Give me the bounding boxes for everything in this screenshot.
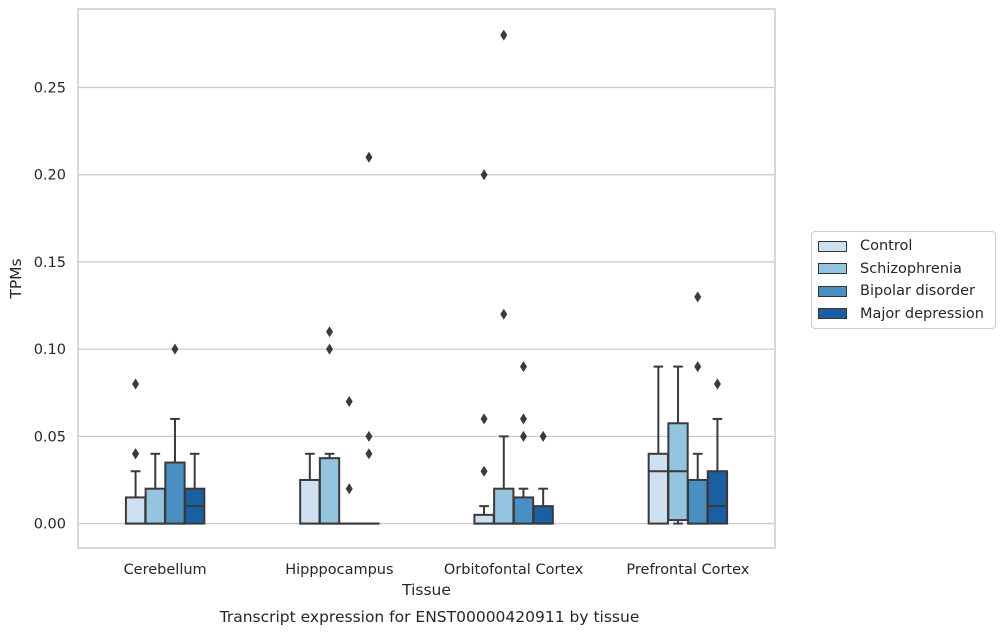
- outlier-marker: [171, 343, 179, 355]
- outlier-marker: [694, 291, 702, 303]
- y-tick-label: 0.15: [34, 255, 66, 271]
- box-body: [144, 487, 166, 525]
- outliers: [132, 29, 721, 495]
- legend-swatch: [818, 308, 847, 320]
- outlier-marker: [519, 361, 527, 373]
- legend-label: Control: [860, 238, 913, 255]
- legend-item: Bipolar disorder: [812, 280, 995, 303]
- box-2-0: [473, 505, 495, 525]
- y-tick-label: 0.05: [34, 429, 66, 445]
- outlier-marker: [132, 378, 140, 390]
- x-tick-label: Orbitofontal Cortex: [444, 562, 584, 578]
- box-0-0: [124, 470, 147, 525]
- y-tick-label: 0.00: [34, 517, 66, 533]
- box-2-1: [493, 435, 515, 525]
- legend-label: Major depression: [860, 305, 984, 322]
- y-tick-label: 0.25: [34, 80, 66, 96]
- x-tick-label: Prefrontal Cortex: [626, 562, 749, 578]
- x-tick-label: Cerebellum: [124, 562, 207, 578]
- y-tick-label: 0.20: [34, 168, 66, 184]
- outlier-marker: [326, 326, 334, 338]
- box-3-0: [647, 365, 669, 525]
- box-body: [164, 461, 186, 525]
- chart-caption: Transcript expression for ENST0000042091…: [219, 608, 640, 626]
- legend-item: Control: [812, 235, 995, 258]
- outlier-marker: [539, 430, 547, 442]
- box-3-3: [706, 417, 729, 525]
- box-0-2: [164, 417, 186, 525]
- plot-frame: [77, 8, 776, 549]
- box-body: [493, 487, 515, 525]
- box-2-3: [532, 487, 554, 525]
- x-axis-label: Tissue: [401, 581, 451, 599]
- box-body: [532, 505, 554, 525]
- box-0-1: [144, 452, 166, 525]
- outlier-marker: [480, 413, 488, 425]
- box-body: [299, 478, 321, 525]
- legend-label: Bipolar disorder: [860, 283, 975, 300]
- y-axis-label: TPMs: [7, 258, 25, 299]
- box-body: [512, 496, 535, 525]
- box-2-2: [512, 487, 535, 525]
- outlier-marker: [345, 483, 353, 495]
- outlier-marker: [694, 361, 702, 373]
- legend-label: Schizophrenia: [860, 260, 962, 277]
- x-tick-labels: Cerebellum Hipppocampus Orbitofontal Corte…: [124, 562, 750, 578]
- outlier-marker: [132, 448, 140, 460]
- outlier-marker: [326, 343, 334, 355]
- outlier-marker: [519, 413, 527, 425]
- box-body: [706, 470, 729, 525]
- x-tick-label: Hipppocampus: [285, 562, 393, 578]
- outlier-marker: [365, 430, 373, 442]
- legend-swatch: [818, 240, 847, 252]
- legend-swatch: [818, 263, 847, 275]
- box-0-3: [184, 452, 206, 525]
- box-1-1: [318, 452, 341, 525]
- legend-item: Major depression: [812, 303, 995, 326]
- outlier-marker: [365, 151, 373, 163]
- legend-swatch: [818, 285, 847, 297]
- outlier-marker: [480, 169, 488, 181]
- outlier-marker: [500, 29, 508, 41]
- box-body: [647, 452, 669, 525]
- outlier-marker: [713, 378, 721, 390]
- box-body: [687, 478, 709, 525]
- box-body: [473, 513, 495, 525]
- outlier-marker: [519, 430, 527, 442]
- box-3-2: [687, 452, 709, 525]
- box-body: [318, 457, 341, 525]
- boxes: [124, 365, 729, 525]
- outlier-marker: [345, 395, 353, 407]
- y-tick-labels: 0.00 0.05 0.10 0.15 0.20 0.25: [34, 80, 66, 532]
- y-tick-label: 0.10: [34, 342, 66, 358]
- box-3-1: [667, 365, 689, 525]
- box-1-0: [299, 452, 321, 525]
- outlier-marker: [480, 465, 488, 477]
- outlier-marker: [365, 448, 373, 460]
- legend: Control Schizophrenia Bipolar disorder Majo…: [811, 231, 996, 329]
- legend-item: Schizophrenia: [812, 258, 995, 281]
- box-body: [124, 496, 147, 525]
- outlier-marker: [500, 308, 508, 320]
